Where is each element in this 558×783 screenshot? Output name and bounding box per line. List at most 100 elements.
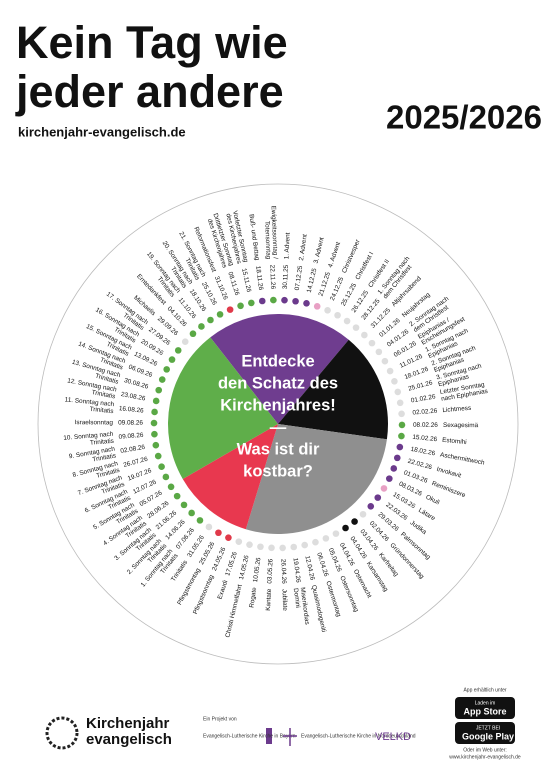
season-dot (188, 509, 195, 517)
season-dot (174, 347, 182, 354)
entry-name: Trinitatis (90, 438, 114, 447)
entry-date: 06.04.26 (315, 552, 329, 578)
name-group: Sexagesimä (443, 422, 479, 429)
date-group: 11.01.26 (399, 353, 424, 370)
date-group: 10.05.26 (252, 557, 263, 583)
entry-date: 02.08.26 (120, 444, 146, 455)
season-dot (303, 300, 310, 307)
logo-icon (45, 716, 79, 750)
badge-text: Laden im (475, 700, 496, 706)
outer-ring (37, 183, 519, 665)
season-dot (235, 538, 243, 545)
entry-name: Ostermontag (324, 580, 342, 618)
season-dot (158, 463, 165, 471)
date-group: 21.12.25 (318, 271, 333, 297)
date-group: 14.05.26 (238, 554, 251, 580)
season-sector (210, 314, 349, 424)
date-group: 09.08.26 (118, 419, 143, 426)
season-dot (196, 517, 204, 524)
center-text: — (270, 418, 287, 436)
date-group: 24.05.26 (211, 546, 228, 572)
entry-name: Quasimodogeniti (310, 584, 327, 632)
project-note: Ein Projekt von (203, 716, 237, 722)
season-dot (152, 397, 160, 405)
entry-date: 22.02.26 (407, 458, 433, 472)
season-dot (312, 538, 319, 546)
entry-date: 12.04.26 (303, 555, 315, 581)
entry-date: 06.09.26 (127, 364, 153, 380)
date-group: 18.01.26 (404, 366, 430, 381)
entry-date: 10.05.26 (252, 557, 263, 583)
season-dot (322, 535, 330, 542)
season-dot (342, 524, 349, 532)
season-dot (386, 475, 393, 482)
season-dot (207, 316, 214, 324)
season-dot (332, 530, 340, 537)
season-dot (173, 492, 181, 500)
wheel: Entdecke den Schatz des Kirchenjahres! — Was… (63, 206, 488, 639)
entry-date: 07.12.25 (294, 265, 305, 291)
partner: Evangelisch-Lutherische Kirche in Bayern (203, 733, 296, 739)
entry-name: Lichtmess (442, 405, 471, 414)
title-line: Kein Tag wie (16, 17, 288, 68)
entry-date: 14.12.25 (306, 267, 319, 293)
entry-date: 08.02.26 (413, 422, 438, 429)
entry-name: Trinitatis (91, 389, 116, 400)
date-group: 25.01.26 (408, 379, 434, 392)
entry-name: Lätare (417, 507, 437, 523)
season-dot (367, 502, 375, 510)
name-group: Reminiszere (431, 480, 467, 499)
name-group: 4. Advent (327, 241, 342, 269)
date-group: 09.08.26 (118, 432, 144, 441)
url: kirchenjahr-evangelisch.de (18, 124, 186, 139)
season-dot (381, 357, 389, 365)
date-group: 23.08.26 (120, 391, 146, 403)
date-group: 01.02.26 (410, 393, 436, 404)
date-group: 05.04.26 (327, 547, 343, 573)
entry-date: 22.11.26 (268, 265, 276, 290)
entry-date: 17.05.26 (224, 551, 239, 577)
web-note: Oder im Web unter: (463, 747, 507, 753)
entry-name: Miserikordias (299, 587, 311, 625)
app-store-badge[interactable] (455, 697, 515, 719)
entry-date: 11.01.26 (399, 353, 424, 370)
center-text: Was ist dir (237, 440, 320, 458)
season-dot (374, 494, 382, 501)
season-dot (258, 297, 266, 305)
season-dot (375, 348, 383, 356)
entry-date: 15.11.26 (240, 268, 252, 294)
center-text: Kirchenjahres! (220, 396, 336, 414)
name-group: 3. Advent (313, 237, 326, 265)
badge-text: Google Play (462, 731, 514, 741)
season-dot (380, 485, 388, 492)
entry-name: Domini (292, 588, 301, 609)
date-group: 22.02.26 (407, 458, 433, 472)
season-dot (155, 386, 163, 394)
name-group: Okuli (424, 494, 440, 507)
entry-name: Trinitatis (89, 406, 113, 415)
season-dot (270, 296, 277, 304)
entry-name: Israelsonntag (75, 419, 114, 426)
season-dot (237, 302, 244, 310)
footer: Kirchenjahr evangelisch Ein Projekt von … (45, 687, 521, 760)
season-dot (352, 324, 360, 331)
entry-date: 18.01.26 (404, 366, 430, 381)
date-group: 03.05.26 (266, 558, 274, 584)
name-group: Ewigkeitssonntag /Totensonntag (263, 206, 278, 260)
entry-name: 4. Advent (327, 241, 342, 269)
season-sector (168, 337, 278, 479)
entry-name: Buß- und Bettag (248, 214, 261, 261)
date-group: 16.08.26 (119, 405, 145, 414)
date-group: 30.11.25 (282, 264, 290, 289)
entry-name: Invokavit (436, 466, 462, 480)
entry-date: 24.05.26 (211, 546, 228, 572)
center-text: Entdecke (241, 352, 314, 370)
entry-name: Jubilate (280, 589, 288, 612)
season-dot (163, 366, 170, 373)
google-play-badge[interactable] (455, 722, 515, 744)
entry-name: Kantate (265, 588, 273, 611)
season-dot (189, 330, 197, 338)
name-group: Jubilate (280, 589, 288, 612)
season-sector (245, 424, 387, 534)
